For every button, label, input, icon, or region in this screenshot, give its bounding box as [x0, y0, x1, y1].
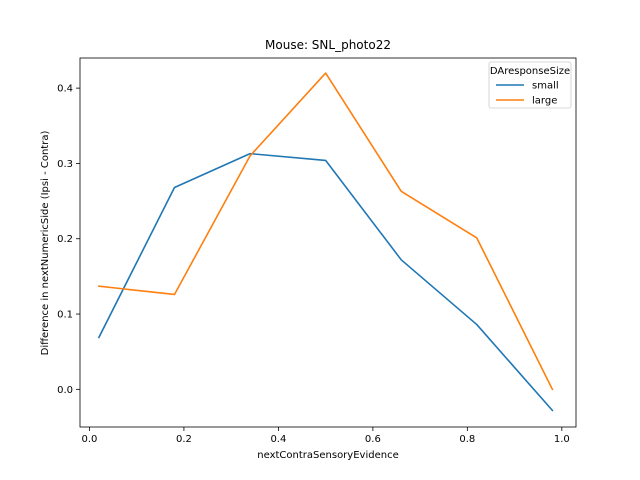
data-point-large	[173, 293, 176, 296]
data-point-large	[97, 285, 100, 288]
data-point-large	[400, 190, 403, 193]
y-tick-label: 0.1	[57, 310, 73, 321]
y-tick-label: 0.3	[57, 159, 73, 170]
data-point-large	[324, 72, 327, 75]
x-axis-label: nextContraSensoryEvidence	[257, 450, 398, 461]
series-line-large	[98, 72, 554, 391]
data-point-large	[551, 388, 554, 391]
data-point-small	[551, 409, 554, 412]
plot-frame	[79, 57, 577, 428]
x-tick-label: 0.8	[459, 434, 475, 445]
data-point-small	[324, 159, 327, 162]
y-tick-label: 0.4	[57, 84, 73, 95]
data-point-small	[475, 323, 478, 326]
data-point-large	[475, 236, 478, 239]
series-line-small	[97, 152, 554, 412]
data-point-small	[173, 186, 176, 189]
x-tick-label: 1.0	[554, 434, 570, 445]
legend: DAresponseSize small large	[488, 61, 572, 109]
x-tick-label: 0.2	[176, 434, 192, 445]
legend-label-small: small	[532, 81, 559, 92]
data-point-small	[400, 258, 403, 261]
legend-box	[488, 61, 572, 109]
legend-title: DAresponseSize	[490, 66, 570, 77]
x-tick-label: 0.4	[270, 434, 286, 445]
chart-title: Mouse: SNL_photo22	[265, 38, 391, 52]
legend-label-large: large	[532, 96, 557, 107]
y-tick-label: 0.2	[57, 234, 73, 245]
data-point-small	[97, 336, 100, 339]
plot-area	[97, 72, 554, 412]
x-tick-label: 0.0	[81, 434, 97, 445]
x-tick-label: 0.6	[365, 434, 381, 445]
y-tick-label: 0.0	[57, 385, 73, 396]
y-axis-label: Difference in nextNumericSide (Ipsi - Co…	[40, 131, 51, 356]
data-point-large	[249, 154, 252, 157]
